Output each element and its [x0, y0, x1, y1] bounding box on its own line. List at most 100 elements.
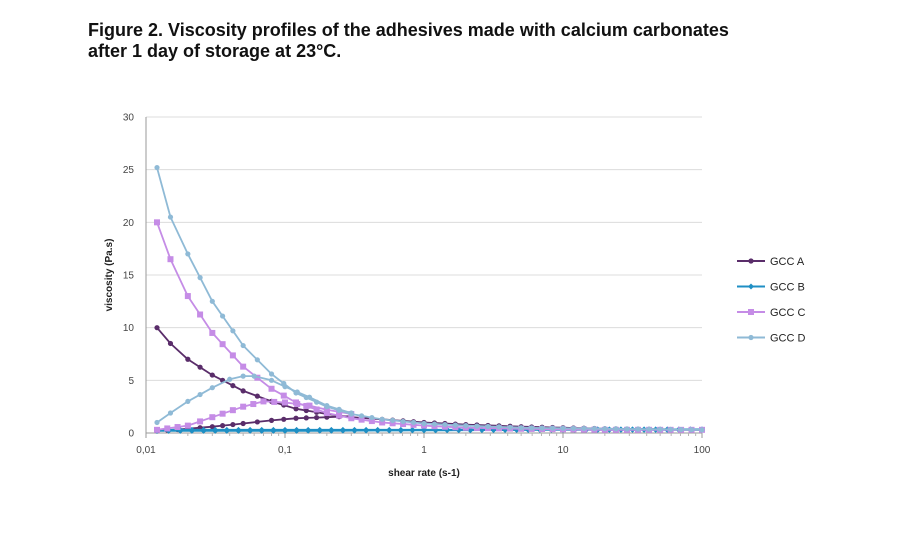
x-axis-title: shear rate (s-1) [388, 468, 460, 479]
data-point [303, 407, 309, 414]
data-point [197, 391, 203, 398]
data-point [197, 275, 203, 281]
data-point [358, 413, 365, 419]
data-point [209, 372, 215, 378]
data-point [212, 426, 219, 433]
data-point [282, 399, 288, 406]
data-point [230, 328, 236, 334]
data-point [305, 426, 312, 433]
data-point [251, 373, 257, 379]
data-point [529, 425, 535, 431]
data-point [539, 425, 545, 431]
data-point [281, 380, 287, 387]
legend-marker [748, 334, 754, 341]
data-point [280, 392, 287, 399]
gridlines [146, 116, 702, 381]
data-point [167, 340, 174, 347]
data-point [254, 419, 260, 425]
data-point [485, 423, 491, 430]
data-point [185, 251, 191, 257]
data-point [219, 410, 226, 417]
data-point [250, 401, 257, 408]
series-gcc-a [154, 325, 705, 434]
data-point [282, 426, 288, 433]
data-point [570, 425, 577, 431]
data-point [223, 426, 230, 433]
data-point [303, 394, 309, 401]
data-point [474, 423, 480, 429]
data-point [219, 423, 226, 429]
data-point [421, 420, 427, 427]
data-point [496, 424, 502, 430]
data-point [306, 402, 313, 409]
data-point [358, 416, 365, 423]
data-point [219, 341, 226, 348]
data-point [624, 426, 630, 432]
data-point [185, 398, 191, 404]
legend-label: GCC B [770, 282, 805, 294]
data-point [229, 352, 236, 359]
data-point [185, 356, 191, 362]
data-point [240, 403, 247, 410]
data-point [254, 357, 260, 363]
x-tick-label: 0,01 [136, 445, 156, 456]
data-point [268, 417, 275, 423]
data-point [293, 415, 299, 421]
data-point [613, 426, 619, 432]
data-point [219, 313, 226, 319]
data-point [154, 419, 160, 426]
data-point [400, 418, 406, 425]
data-point [240, 388, 246, 394]
data-point [602, 426, 608, 432]
legend-label: GCC C [770, 307, 806, 319]
data-point [240, 373, 246, 379]
data-point [209, 424, 215, 430]
legend-item: GCC A [737, 256, 805, 268]
data-point [167, 214, 174, 220]
data-point [379, 416, 385, 422]
y-tick-label: 30 [123, 113, 135, 124]
data-point [336, 412, 343, 419]
data-point [254, 393, 260, 399]
data-point [200, 426, 207, 433]
data-point [154, 325, 160, 331]
data-point [167, 256, 174, 263]
data-point [270, 426, 277, 433]
data-point [268, 377, 275, 383]
data-point [154, 426, 161, 433]
data-point [668, 426, 674, 433]
series-line-up [156, 375, 352, 424]
data-point [184, 422, 191, 429]
data-point [549, 425, 556, 431]
y-axis-title: viscosity (Pa.s) [104, 239, 115, 312]
data-point [281, 416, 287, 422]
data-point [386, 426, 393, 433]
data-point [209, 298, 215, 304]
y-tick-label: 5 [128, 376, 134, 387]
data-point [397, 426, 404, 433]
data-point [197, 311, 204, 318]
legend-marker [748, 283, 754, 290]
data-point [293, 406, 299, 412]
data-point [260, 398, 267, 405]
data-point [646, 426, 652, 432]
data-point [348, 415, 355, 422]
series-line-down [156, 327, 703, 431]
legend-marker [748, 309, 754, 315]
data-point [431, 421, 438, 427]
data-point [328, 426, 335, 433]
data-point [230, 421, 236, 428]
data-point [268, 371, 275, 377]
legend-marker [748, 258, 754, 264]
x-tick-label: 0,1 [278, 445, 292, 456]
data-point [235, 426, 242, 433]
data-point [699, 427, 705, 433]
data-point [240, 363, 247, 370]
data-point [351, 426, 358, 433]
legend-item: GCC B [737, 282, 805, 294]
data-point [389, 420, 396, 427]
data-point [635, 426, 641, 432]
data-point [379, 419, 386, 426]
data-point [154, 164, 160, 171]
data-point [688, 427, 695, 433]
